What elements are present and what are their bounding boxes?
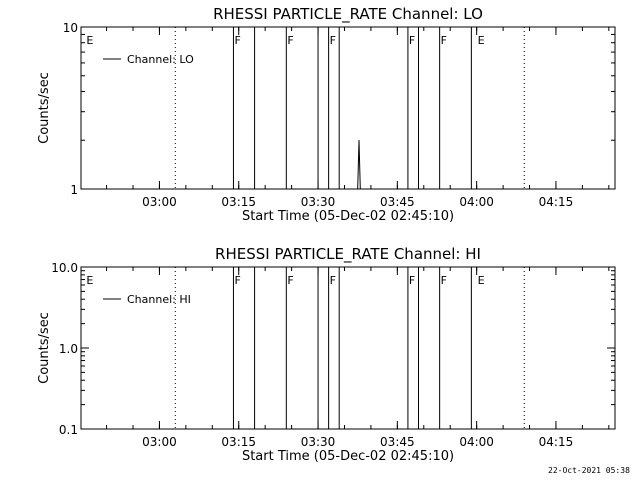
panel-1-series-line (357, 140, 361, 190)
panel-2-flag-label: F (330, 274, 336, 287)
panel-1-legend-label: Channel: LO (127, 53, 194, 66)
footer-timestamp: 22-Oct-2021 05:38 (548, 466, 630, 475)
panel-2-y-tick-label: 0.1 (59, 423, 78, 437)
panel-2-flag-label: F (287, 274, 293, 287)
panel-2-flag-label: E (478, 274, 485, 287)
panel-1-flag-label: F (441, 34, 447, 47)
panel-2-flag-label: F (409, 274, 415, 287)
panel-1-flag-label: F (330, 34, 336, 47)
panel-1-title: RHESSI PARTICLE_RATE Channel: LO (213, 5, 483, 24)
panel-1-x-tick-label: 03:45 (380, 195, 415, 209)
panel-1-flag-label: E (478, 34, 485, 47)
panel-2-x-tick-label: 04:15 (539, 435, 574, 449)
panel-1-x-tick-label: 03:15 (221, 195, 256, 209)
panel-2-title: RHESSI PARTICLE_RATE Channel: HI (215, 245, 481, 264)
panel-2-flag-label: F (441, 274, 447, 287)
panel-2-x-tick-label: 03:00 (142, 435, 177, 449)
panel-1-plot-frame (80, 26, 616, 190)
panel-2-x-axis-label: Start Time (05-Dec-02 02:45:10) (242, 449, 454, 464)
panel-2-flag-label: F (234, 274, 240, 287)
panel-2-y-tick-label: 10.0 (51, 261, 78, 275)
panel-1-y-tick-label: 1 (70, 183, 78, 197)
panel-2-x-tick-label: 03:15 (221, 435, 256, 449)
panel-1-y-axis-label: Counts/sec (37, 72, 52, 144)
panel-1-flag-label: F (409, 34, 415, 47)
panel-1-x-tick-label: 03:30 (301, 195, 336, 209)
panel-2-x-tick-label: 04:00 (459, 435, 494, 449)
panel-2-plot-frame (80, 266, 616, 430)
panel-1-x-tick-label: 04:15 (539, 195, 574, 209)
panel-2-x-tick-label: 03:45 (380, 435, 415, 449)
panel-1-x-axis-label: Start Time (05-Dec-02 02:45:10) (242, 209, 454, 224)
panel-1-x-tick-label: 03:00 (142, 195, 177, 209)
panel-2-y-axis-label: Counts/sec (37, 312, 52, 384)
panel-2-flag-label: E (86, 274, 93, 287)
panel-1-flag-label: E (86, 34, 93, 47)
panel-1-y-tick-label: 10 (63, 21, 78, 35)
panel-1-flag-label: F (234, 34, 240, 47)
panel-2-x-tick-label: 03:30 (301, 435, 336, 449)
panel-1-flag-label: F (287, 34, 293, 47)
panel-1-x-tick-label: 04:00 (459, 195, 494, 209)
panel-2-y-tick-label: 1.0 (59, 342, 78, 356)
panel-2-legend-label: Channel: HI (127, 293, 191, 306)
